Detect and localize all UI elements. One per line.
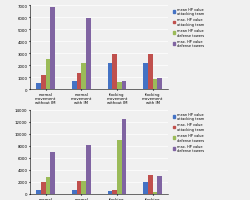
Bar (41, 75, 46, 90)
Bar (46, 60, 50, 90)
Bar (157, 79, 161, 90)
Bar (41, 182, 46, 194)
Bar (121, 81, 126, 90)
Bar (36, 84, 41, 90)
Bar (152, 80, 157, 90)
Bar (72, 81, 76, 90)
Bar (148, 55, 152, 90)
Bar (112, 55, 116, 90)
Bar (152, 192, 157, 194)
Legend: mean HP value
attacking team, max. HP value
attacking team, mean HP value
defens: mean HP value attacking team, max. HP va… (172, 112, 203, 153)
Bar (107, 191, 112, 194)
Bar (50, 8, 55, 90)
Bar (112, 190, 116, 194)
Bar (116, 82, 121, 90)
Bar (46, 177, 50, 194)
Bar (76, 181, 81, 194)
Bar (157, 176, 161, 194)
Bar (76, 74, 81, 90)
Bar (86, 19, 90, 90)
Bar (50, 152, 55, 194)
Bar (116, 140, 121, 194)
Bar (81, 63, 86, 90)
Bar (143, 63, 148, 90)
Bar (72, 190, 76, 194)
Bar (121, 119, 126, 194)
Bar (107, 63, 112, 90)
Legend: mean HP value
attacking team, max. HP value
attacking team, mean HP value
defens: mean HP value attacking team, max. HP va… (172, 8, 203, 48)
Bar (81, 181, 86, 194)
Bar (86, 145, 90, 194)
Bar (148, 175, 152, 194)
Bar (143, 182, 148, 194)
Bar (36, 190, 41, 194)
